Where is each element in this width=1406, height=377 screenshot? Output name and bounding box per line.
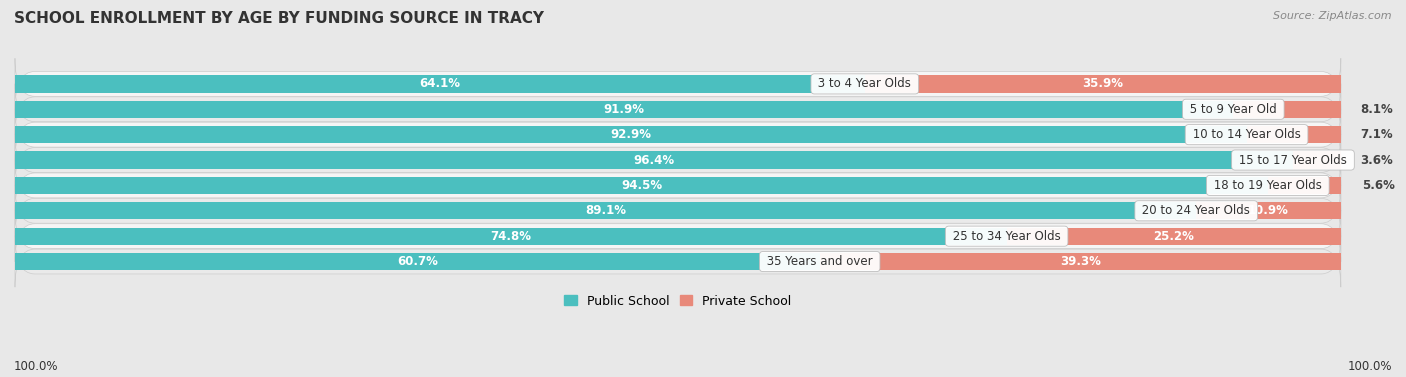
Text: 89.1%: 89.1% xyxy=(585,204,626,217)
Text: 94.5%: 94.5% xyxy=(621,179,662,192)
FancyBboxPatch shape xyxy=(15,109,1341,160)
Text: 39.3%: 39.3% xyxy=(1060,255,1101,268)
Text: 7.1%: 7.1% xyxy=(1361,128,1393,141)
Text: 64.1%: 64.1% xyxy=(419,77,460,90)
Text: 92.9%: 92.9% xyxy=(610,128,651,141)
FancyBboxPatch shape xyxy=(15,160,1341,211)
Text: 3 to 4 Year Olds: 3 to 4 Year Olds xyxy=(814,77,915,90)
Bar xyxy=(1197,202,1341,219)
FancyBboxPatch shape xyxy=(15,134,1341,185)
Legend: Public School, Private School: Public School, Private School xyxy=(560,290,796,313)
Bar xyxy=(1233,101,1341,118)
FancyBboxPatch shape xyxy=(15,236,1341,287)
Text: SCHOOL ENROLLMENT BY AGE BY FUNDING SOURCE IN TRACY: SCHOOL ENROLLMENT BY AGE BY FUNDING SOUR… xyxy=(14,11,544,26)
Text: 25 to 34 Year Olds: 25 to 34 Year Olds xyxy=(949,230,1064,243)
Text: 91.9%: 91.9% xyxy=(603,103,645,116)
FancyBboxPatch shape xyxy=(15,84,1341,135)
Bar xyxy=(15,75,865,92)
Bar xyxy=(865,75,1341,92)
Text: 96.4%: 96.4% xyxy=(634,153,675,167)
Text: 35 Years and over: 35 Years and over xyxy=(763,255,876,268)
Bar xyxy=(15,126,1247,143)
Text: 15 to 17 Year Olds: 15 to 17 Year Olds xyxy=(1234,153,1351,167)
Bar xyxy=(1294,152,1341,169)
Text: Source: ZipAtlas.com: Source: ZipAtlas.com xyxy=(1274,11,1392,21)
Text: 5 to 9 Year Old: 5 to 9 Year Old xyxy=(1187,103,1281,116)
Text: 25.2%: 25.2% xyxy=(1153,230,1194,243)
FancyBboxPatch shape xyxy=(15,185,1341,236)
FancyBboxPatch shape xyxy=(15,58,1341,110)
Text: 100.0%: 100.0% xyxy=(14,360,59,373)
Text: 60.7%: 60.7% xyxy=(396,255,437,268)
Bar xyxy=(15,253,820,270)
Bar xyxy=(1247,126,1341,143)
Text: 74.8%: 74.8% xyxy=(491,230,531,243)
Bar xyxy=(15,228,1007,245)
Bar xyxy=(15,152,1294,169)
Text: 8.1%: 8.1% xyxy=(1361,103,1393,116)
Text: 10.9%: 10.9% xyxy=(1249,204,1289,217)
FancyBboxPatch shape xyxy=(15,210,1341,262)
Bar xyxy=(820,253,1341,270)
Text: 10 to 14 Year Olds: 10 to 14 Year Olds xyxy=(1188,128,1305,141)
Bar xyxy=(1268,177,1341,194)
Bar xyxy=(15,177,1268,194)
Text: 3.6%: 3.6% xyxy=(1361,153,1393,167)
Bar xyxy=(1007,228,1341,245)
Bar xyxy=(15,202,1197,219)
Bar xyxy=(15,101,1233,118)
Text: 35.9%: 35.9% xyxy=(1083,77,1123,90)
Text: 18 to 19 Year Olds: 18 to 19 Year Olds xyxy=(1211,179,1326,192)
Text: 5.6%: 5.6% xyxy=(1362,179,1395,192)
Text: 100.0%: 100.0% xyxy=(1347,360,1392,373)
Text: 20 to 24 Year Olds: 20 to 24 Year Olds xyxy=(1139,204,1254,217)
